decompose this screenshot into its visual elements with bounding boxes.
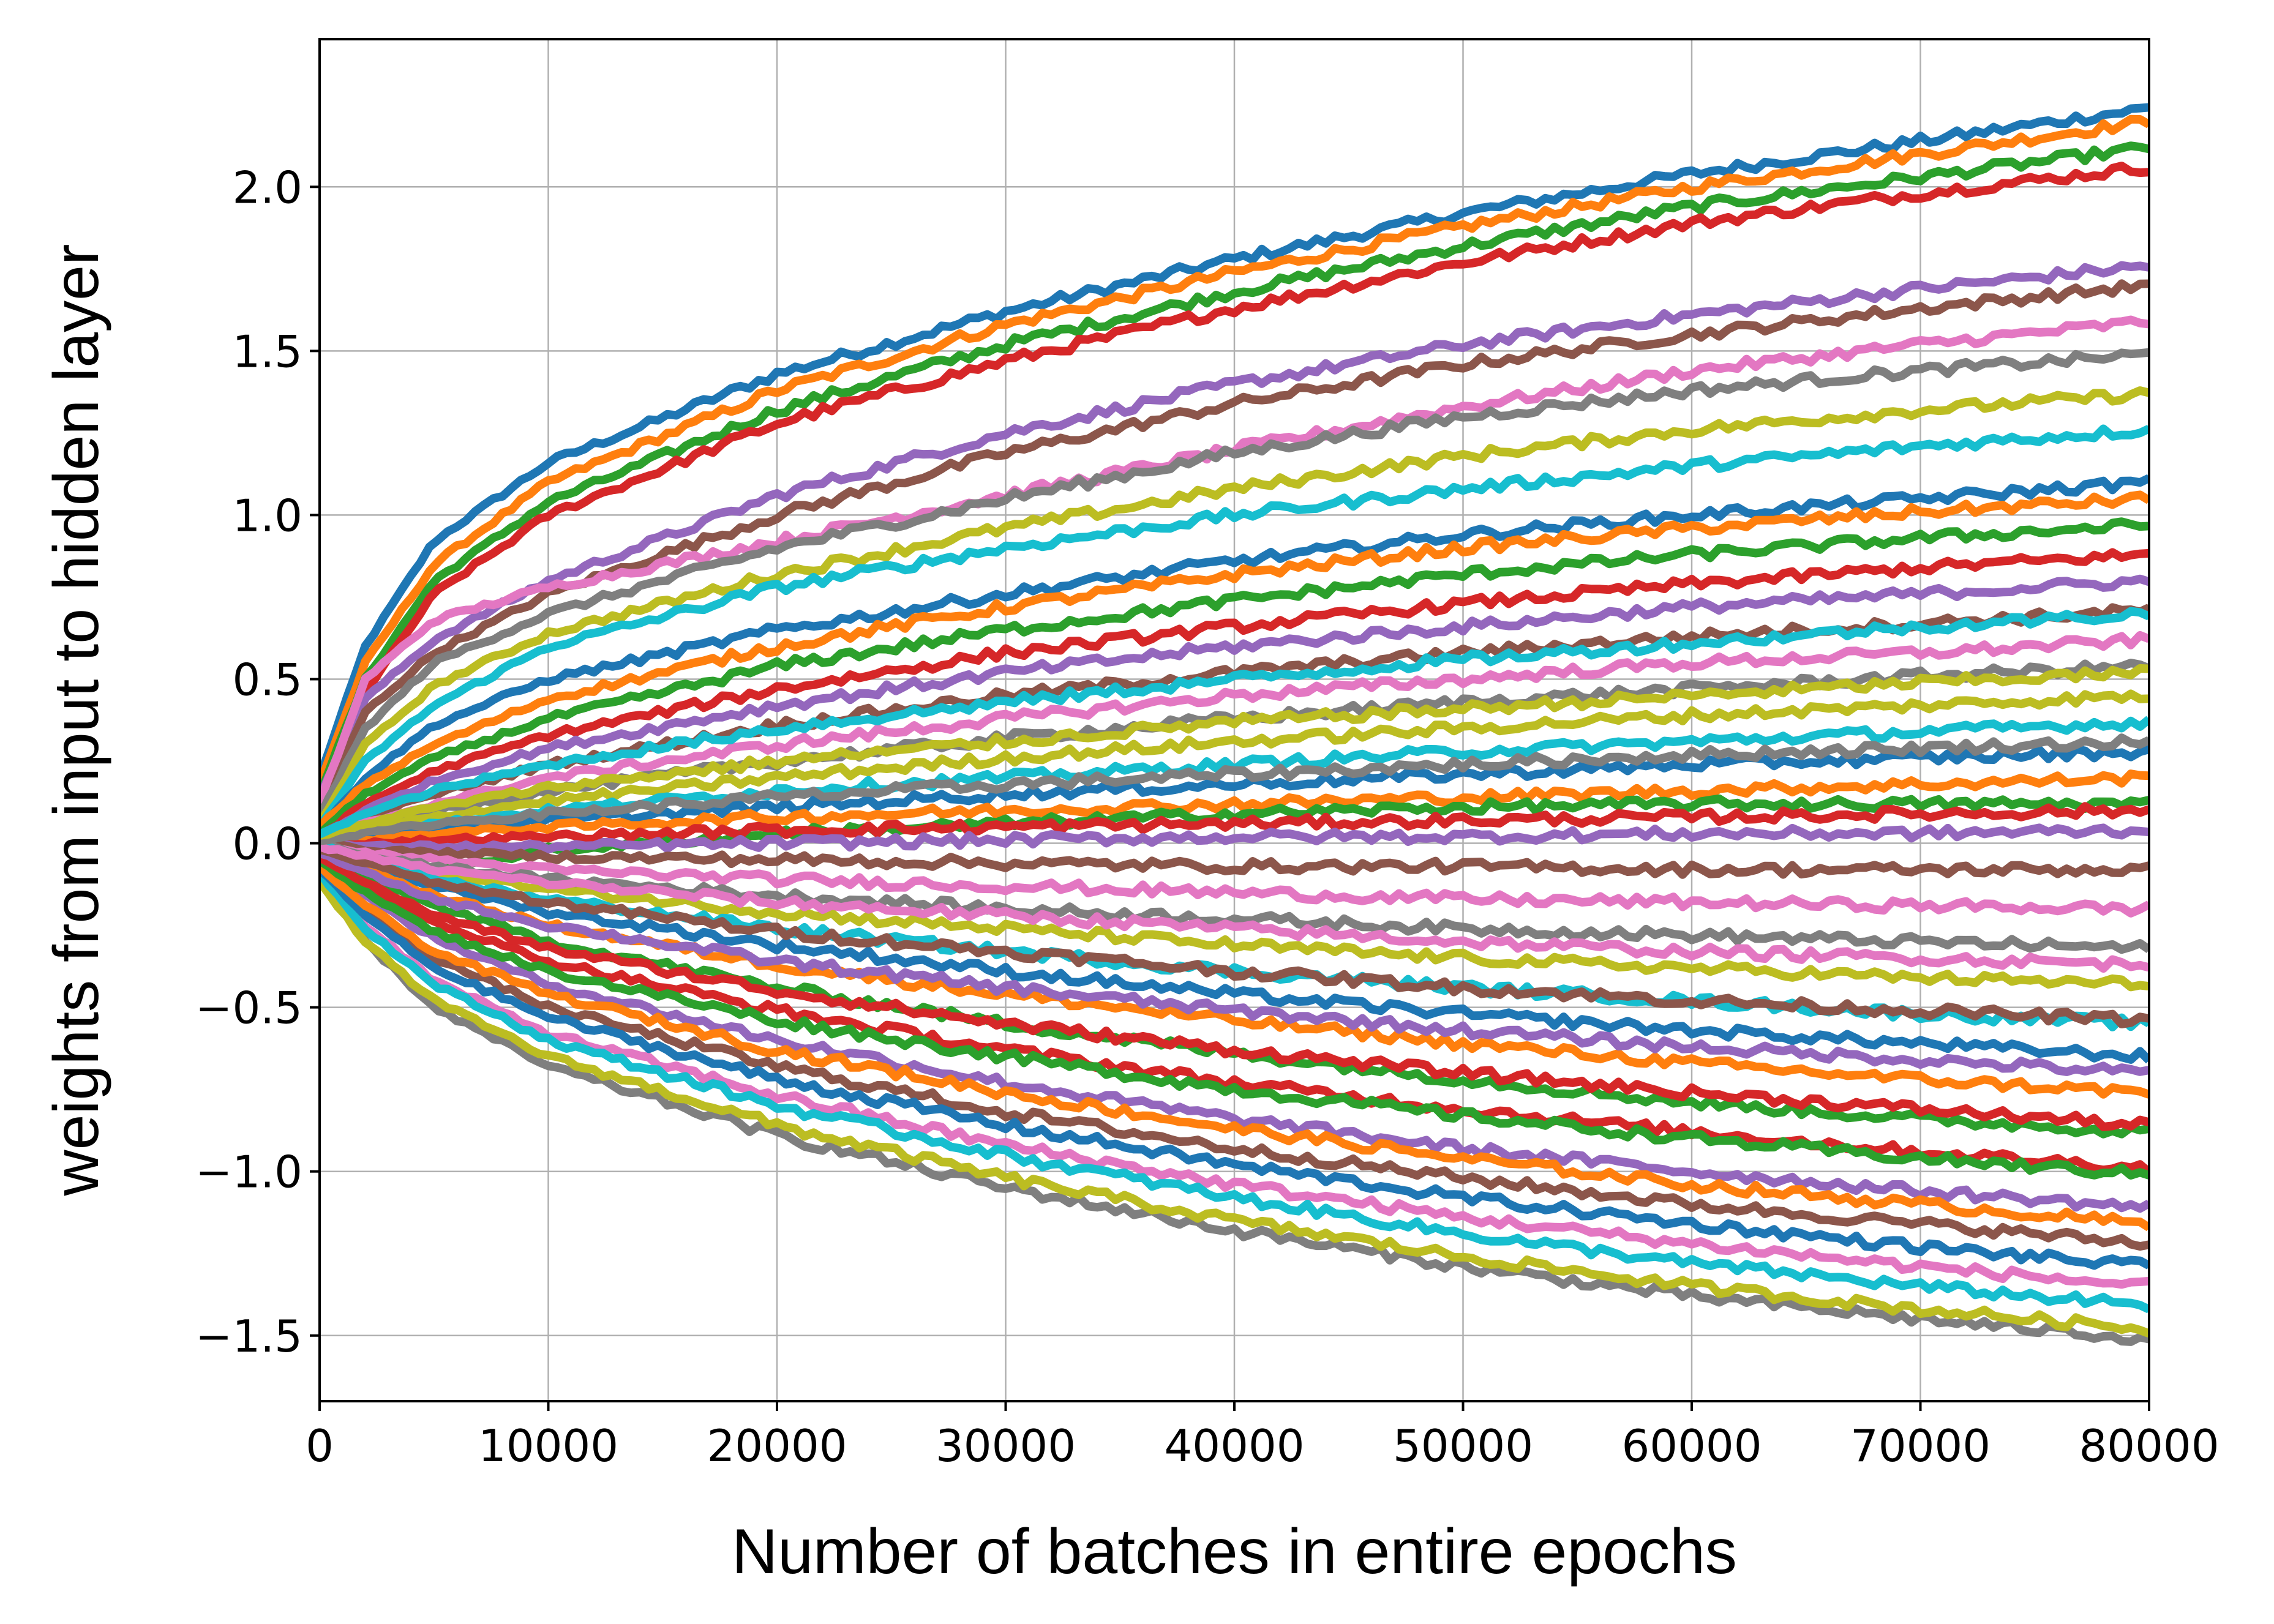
series-line xyxy=(320,857,2149,1180)
x-tick-label: 60000 xyxy=(1621,1420,1762,1472)
series-line xyxy=(320,664,2149,840)
series-line xyxy=(320,837,2149,918)
y-axis-ticks: −1.5 −1.0 −0.5 0.0 0.5 1.0 1.5 2.0 xyxy=(195,162,320,1362)
series-line xyxy=(320,842,2149,973)
series-line xyxy=(320,849,2149,1076)
series-line xyxy=(320,859,2149,1251)
series-line xyxy=(320,769,2149,848)
series-line xyxy=(320,689,2149,848)
series-line xyxy=(320,424,2149,829)
series-line xyxy=(320,869,2149,1314)
x-tick-label: 50000 xyxy=(1393,1420,1533,1472)
series-line xyxy=(320,631,2149,844)
series-line xyxy=(320,842,2149,1064)
x-tick-label: 10000 xyxy=(478,1420,618,1472)
series-line xyxy=(320,853,2149,1131)
x-tick-label: 0 xyxy=(306,1420,334,1472)
series-line xyxy=(320,103,2149,779)
y-tick-label: −0.5 xyxy=(195,982,302,1034)
series-line xyxy=(320,548,2149,840)
series-line xyxy=(320,517,2149,837)
x-axis-ticks: 0 10000 20000 30000 40000 50000 60000 70000 8000… xyxy=(306,1401,2220,1472)
series-line xyxy=(320,474,2149,834)
series-line xyxy=(320,839,2149,954)
series-line xyxy=(320,490,2149,830)
series-line xyxy=(320,802,2149,849)
x-tick-label: 30000 xyxy=(936,1420,1076,1472)
x-tick-label: 20000 xyxy=(707,1420,847,1472)
y-tick-label: 1.0 xyxy=(232,490,302,541)
series-line xyxy=(320,261,2149,800)
series-line xyxy=(320,348,2149,820)
y-tick-label: 0.5 xyxy=(232,654,302,705)
series-line xyxy=(320,279,2149,812)
series-line xyxy=(320,744,2149,848)
y-tick-label: −1.5 xyxy=(195,1311,302,1362)
y-tick-label: 0.0 xyxy=(232,818,302,870)
series-line xyxy=(320,386,2149,826)
series-line xyxy=(320,866,2149,1270)
series-line xyxy=(320,838,2149,992)
series-line xyxy=(320,733,2149,845)
y-axis-label: weights from input to hidden layer xyxy=(41,244,112,1196)
series-line xyxy=(320,141,2149,797)
series-line xyxy=(320,574,2149,841)
series-lines xyxy=(320,103,2149,1346)
x-axis-label: Number of batches in entire epochs xyxy=(732,1516,1737,1587)
series-line xyxy=(320,863,2149,1232)
series-line xyxy=(320,866,2149,1289)
series-line xyxy=(320,845,2149,1028)
x-tick-label: 40000 xyxy=(1164,1420,1304,1472)
y-tick-label: 1.5 xyxy=(232,326,302,377)
y-tick-label: 2.0 xyxy=(232,162,302,213)
x-tick-label: 70000 xyxy=(1850,1420,1991,1472)
series-line xyxy=(320,853,2149,1213)
series-line xyxy=(320,840,2149,879)
series-line xyxy=(320,878,2149,1338)
x-tick-label: 80000 xyxy=(2079,1420,2219,1472)
series-line xyxy=(320,114,2149,787)
series-line xyxy=(320,162,2149,806)
series-line xyxy=(320,607,2149,839)
y-tick-label: −1.0 xyxy=(195,1147,302,1198)
series-line xyxy=(320,872,2149,1346)
series-line xyxy=(320,823,2149,854)
